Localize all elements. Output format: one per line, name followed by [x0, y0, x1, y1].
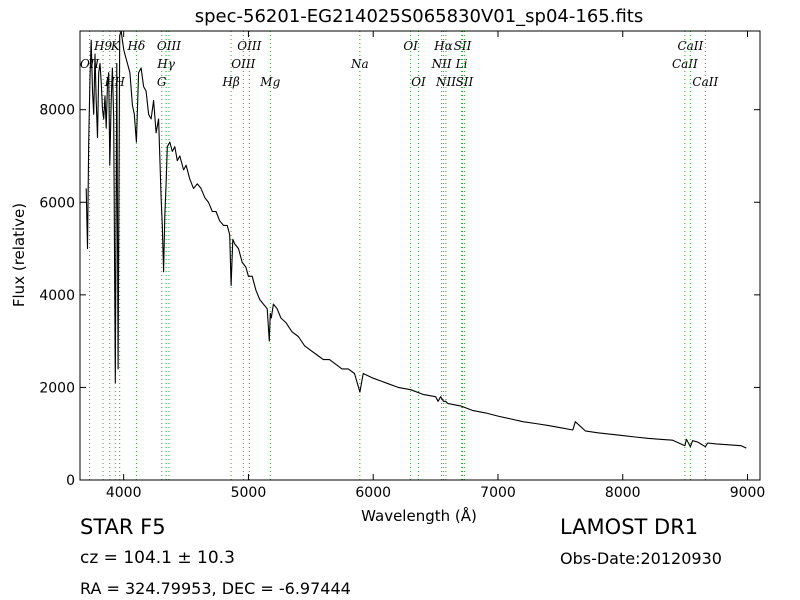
y-tick-label: 8000 — [39, 103, 75, 119]
x-tick-label: 9000 — [730, 485, 766, 501]
x-tick-label: 7000 — [480, 485, 516, 501]
line-label: Mg — [259, 75, 280, 89]
survey-name: LAMOST DR1 — [560, 515, 699, 539]
line-label: OI — [411, 75, 426, 89]
line-label: OIII — [231, 57, 255, 71]
x-tick-label: 5000 — [231, 485, 267, 501]
redshift-cz: cz = 104.1 ± 10.3 — [80, 548, 235, 568]
line-label: CaII — [677, 39, 703, 53]
chart-title: spec-56201-EG214025S065830V01_sp04-165.f… — [195, 6, 643, 27]
line-label: OI — [403, 39, 418, 53]
line-label: NII — [431, 57, 452, 71]
y-tick-label: 0 — [66, 473, 75, 489]
y-tick-label: 4000 — [39, 288, 75, 304]
line-label: SII — [456, 75, 474, 89]
line-label: Hδ — [127, 39, 146, 53]
y-tick-label: 6000 — [39, 195, 75, 211]
line-label: CaII — [672, 57, 698, 71]
x-tick-label: 6000 — [355, 485, 391, 501]
line-label: OIII — [237, 39, 261, 53]
line-label: G — [157, 75, 167, 89]
line-label: Hβ — [221, 75, 239, 89]
spectrum-line — [85, 30, 747, 449]
y-tick-label: 2000 — [39, 380, 75, 396]
coordinates: RA = 324.79953, DEC = -6.97444 — [80, 579, 351, 598]
y-axis-label: Flux (relative) — [10, 203, 28, 307]
object-class: STAR F5 — [80, 515, 166, 539]
x-tick-label: 8000 — [605, 485, 641, 501]
line-label: NII — [435, 75, 456, 89]
line-label: CaII — [692, 75, 718, 89]
line-label: Hγ — [156, 57, 175, 71]
line-label: H9 — [93, 39, 112, 53]
y-axis: 0 2000 4000 6000 8000 — [39, 103, 760, 489]
x-axis-label: Wavelength (Å) — [361, 506, 477, 525]
line-label: Li — [455, 57, 468, 71]
emission-lines-layer: OIIH9HKHHδGHγOIIIHβOIIIOIIIMgNaOIOINIIHα… — [80, 31, 719, 480]
line-label: Na — [350, 57, 369, 71]
observation-date: Obs-Date:20120930 — [560, 549, 722, 568]
line-label: K — [110, 39, 121, 53]
spectrum-layer — [85, 30, 747, 449]
line-label: Hα — [433, 39, 453, 53]
x-tick-label: 4000 — [106, 485, 142, 501]
plot-frame — [79, 30, 761, 481]
line-label: OIII — [157, 39, 181, 53]
line-label: SII — [454, 39, 472, 53]
x-axis: 4000 5000 6000 7000 8000 9000 — [106, 31, 765, 501]
